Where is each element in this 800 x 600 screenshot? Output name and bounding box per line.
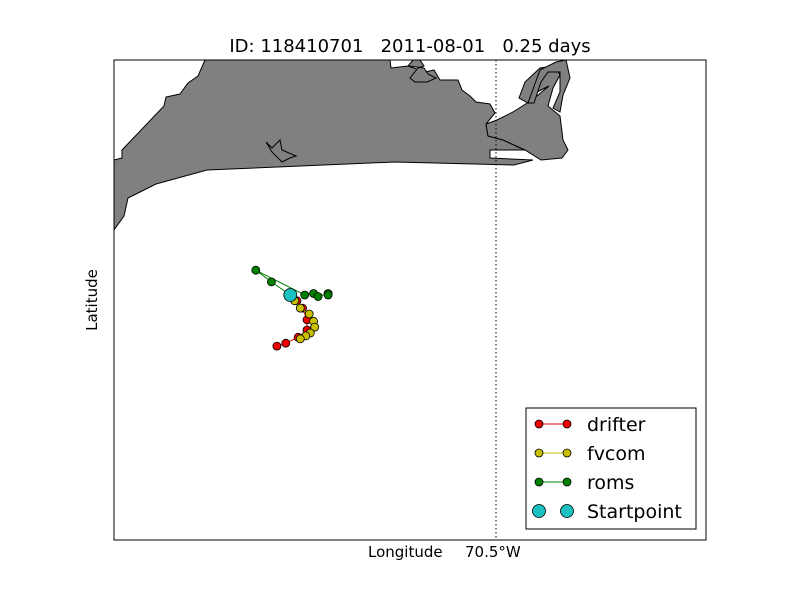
legend-entry-fvcom: fvcom xyxy=(534,443,646,465)
mainland-landmass xyxy=(113,59,534,232)
drifter-point xyxy=(281,338,291,348)
startpoint-track xyxy=(283,288,298,302)
startpoint-marker xyxy=(283,288,298,302)
x-axis-label: Longitude xyxy=(368,543,443,561)
legend-entry-startpoint: Startpoint xyxy=(532,501,682,523)
map-title: ID: 118410701 2011-08-01 0.25 days xyxy=(229,36,591,57)
legend-marker-startpoint xyxy=(532,504,546,518)
legend-marker-roms xyxy=(534,477,544,487)
legend-entry-roms: roms xyxy=(534,472,634,494)
x-tick-label: 70.5°W xyxy=(465,543,521,561)
legend-marker-fvcom xyxy=(562,448,572,458)
legend-marker-drifter xyxy=(562,419,572,429)
legend-label-roms: roms xyxy=(587,472,634,494)
fvcom-point xyxy=(295,334,305,344)
fvcom-track xyxy=(285,290,320,344)
fvcom-point xyxy=(310,322,320,332)
roms-track xyxy=(251,265,333,301)
legend-label-fvcom: fvcom xyxy=(587,443,646,465)
roms-point xyxy=(323,290,333,300)
trajectory-layer xyxy=(251,265,333,351)
drifter-point xyxy=(272,341,282,351)
inlet xyxy=(265,138,298,163)
legend-box xyxy=(525,407,697,530)
roms-point xyxy=(313,292,323,301)
legend-label-startpoint: Startpoint xyxy=(587,501,682,523)
land-areas xyxy=(113,59,571,232)
roms-point xyxy=(266,277,276,287)
legend: drifter fvcom roms Startpoint xyxy=(525,407,697,530)
roms-point xyxy=(251,265,261,275)
map-border xyxy=(113,59,707,541)
fvcom-point xyxy=(304,309,314,319)
fvcom-point xyxy=(295,303,305,313)
legend-entry-drifter: drifter xyxy=(534,414,646,436)
legend-marker-startpoint xyxy=(560,504,574,518)
legend-marker-fvcom xyxy=(534,448,544,458)
cape-cod-tip xyxy=(527,59,571,113)
map-frame xyxy=(113,59,707,541)
roms-point xyxy=(300,290,310,300)
legend-marker-roms xyxy=(562,477,572,487)
legend-label-drifter: drifter xyxy=(587,414,646,436)
legend-marker-drifter xyxy=(534,419,544,429)
